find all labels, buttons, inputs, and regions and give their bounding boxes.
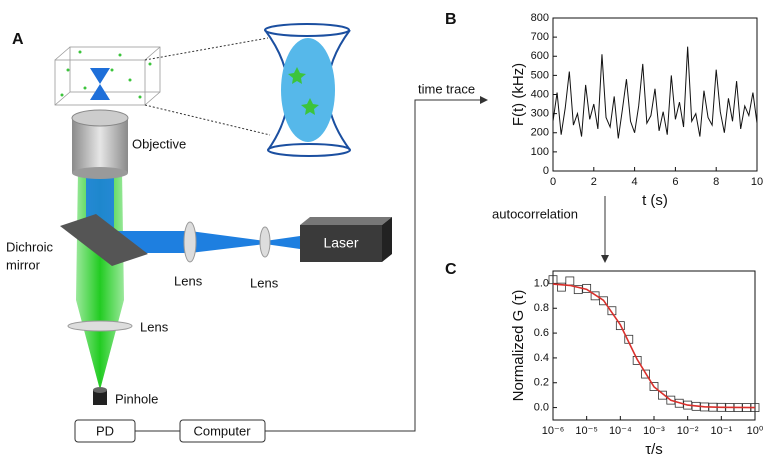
panel-label: C [445,261,457,278]
y-tick-label: 600 [531,50,549,62]
y-tick-label: 0.4 [534,352,549,364]
molecule [301,98,319,115]
dichroic-mirror [60,214,148,266]
objective-top [71,109,129,127]
zoom-line [144,37,269,61]
excitation-beam [100,231,300,253]
data-line [552,46,758,139]
laser-top [300,217,392,225]
data-point [565,276,575,286]
y-axis-label: F(t) (kHz) [510,63,527,126]
data-point [607,306,617,316]
y-tick-label: 700 [531,31,549,43]
mirror-label: mirror [6,257,41,272]
molecules [60,50,152,99]
data-point [557,282,566,292]
lens-label: Lens [140,319,169,334]
x-tick-label: 10⁻² [677,425,699,437]
x-tick-label: 0 [550,176,556,188]
panel-label: A [12,31,24,48]
panel-label: B [445,11,457,28]
detector-label: PD [96,423,114,438]
x-tick-label: 4 [632,176,638,188]
data-point [632,355,642,365]
x-tick-label: 10⁻³ [643,425,665,437]
lens [259,226,271,258]
data-point [666,395,676,405]
x-tick-label: 6 [672,176,678,188]
arrow-head [480,96,488,104]
data-point [658,390,667,400]
data-point [649,382,659,391]
data-point [548,275,558,285]
zoom-volume [281,38,335,142]
lens-label: Lens [174,273,203,288]
zoom-line [144,104,271,136]
y-tick-label: 0.0 [534,401,549,413]
data-point [641,369,650,379]
y-tick-label: 0.2 [534,377,549,389]
mirror-label: Dichroic [6,239,53,254]
setup-diagram: A B C Objective Dichroic mirror Lens Len… [6,11,609,443]
y-tick-label: 800 [531,12,549,24]
y-tick-label: 300 [531,108,549,120]
arrow-head [601,255,609,263]
zoom-bottom [267,143,351,157]
autocorrelation-label: autocorrelation [492,206,578,221]
zoom-top [264,23,350,37]
laser-side [382,217,392,262]
x-axis-label: τ/s [645,441,663,457]
y-tick-label: 100 [531,146,549,158]
pinhole-top [93,387,107,393]
laser [300,225,382,262]
y-tick-label: 0.6 [534,327,549,339]
y-tick-label: 500 [531,69,549,81]
x-tick-label: 10⁻¹ [710,425,732,437]
x-tick-label: 10⁻⁴ [609,425,632,437]
y-tick-label: 200 [531,127,549,139]
lens [67,320,133,332]
x-tick-label: 10 [751,176,763,188]
y-tick-label: 0.8 [534,302,549,314]
x-axis-label: t (s) [642,192,668,209]
x-tick-label: 10⁰ [747,425,764,437]
charts: 0 100 200 300 400 500 600 700 800 0 2 4 6 8 10 t (s) F(t… [510,12,764,457]
objective [72,118,128,173]
focal-volume [90,68,110,100]
computer-label: Computer [193,423,251,438]
data-point [599,296,608,306]
wire [265,99,482,432]
lens [183,221,197,263]
objective-bottom [72,167,128,179]
sample-box [54,46,161,106]
plot-frame [552,270,756,421]
y-tick-label: 400 [531,88,549,100]
laser-label: Laser [323,235,358,251]
x-tick-label: 10⁻⁶ [542,425,565,437]
molecule [288,67,306,84]
pinhole [93,390,107,405]
time-trace-label: time trace [418,81,475,96]
y-axis-label: Normalized G (τ) [510,290,527,402]
pinhole-label: Pinhole [115,391,158,406]
x-tick-label: 10⁻⁵ [575,425,598,437]
y-tick-label: 0 [543,165,549,177]
data-point [615,321,625,331]
data-line [552,283,756,409]
x-tick-label: 2 [591,176,597,188]
plot-frame [552,17,758,172]
y-tick-label: 1.0 [534,277,549,289]
objective-label: Objective [132,136,186,151]
x-tick-label: 8 [713,176,719,188]
data-point [590,291,600,301]
data-point [573,285,583,295]
lens-label: Lens [250,275,279,290]
